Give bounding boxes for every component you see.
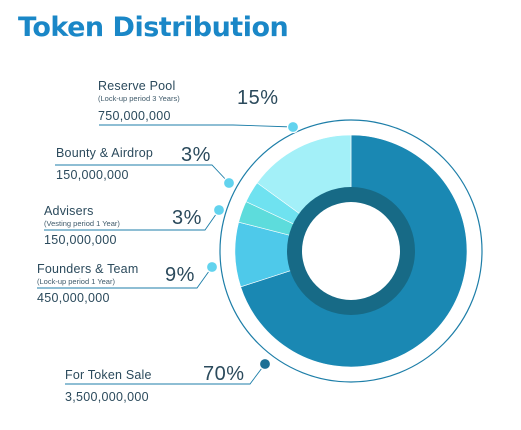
legend-label-token-sale: For Token Sale 3,500,000,000 — [65, 368, 152, 405]
slice-name: Bounty & Airdrop — [56, 146, 154, 160]
slice-percent-founders-team: 9% — [165, 264, 195, 286]
slice-percent-bounty-airdrop: 3% — [181, 144, 211, 166]
slice-amount: 3,500,000,000 — [65, 390, 149, 404]
slice-amount: 150,000,000 — [44, 233, 117, 247]
slice-amount: 150,000,000 — [56, 168, 129, 182]
slice-name: Advisers — [44, 204, 94, 218]
legend-label-bounty-airdrop: Bounty & Airdrop 150,000,000 — [56, 146, 153, 183]
leader-dot-for-token-sale — [258, 357, 272, 371]
leader-dot-advisers — [212, 203, 226, 217]
chart-title: Token Distribution — [18, 12, 289, 43]
leader-line-reserve-pool — [99, 124, 294, 128]
slice-percent-reserve-pool: 15% — [237, 87, 279, 109]
leader-dot-reserve-pool — [286, 120, 300, 134]
outer-ring — [219, 119, 483, 383]
donut-hole — [302, 202, 400, 300]
slice-note: (Vesting period 1 Year) — [44, 219, 120, 228]
slice-name: For Token Sale — [65, 368, 152, 382]
slice-percent-advisers: 3% — [172, 207, 202, 229]
slice-note: (Lock-up period 1 Year) — [37, 277, 115, 286]
slice-amount: 750,000,000 — [98, 109, 171, 123]
leader-line-bounty-airdrop — [55, 164, 230, 184]
legend-label-advisers: Advisers (Vesting period 1 Year) 150,000… — [44, 204, 120, 248]
leader-line-founders-team — [37, 266, 213, 289]
legend-label-reserve-pool: Reserve Pool (Lock-up period 3 Years) 75… — [98, 79, 180, 124]
slice-name: Founders & Team — [37, 262, 139, 276]
slice-note: (Lock-up period 3 Years) — [98, 94, 180, 103]
leader-line-for-token-sale — [65, 363, 266, 385]
leader-line-advisers — [44, 209, 220, 231]
legend-label-founders-team: Founders & Team (Lock-up period 1 Year) … — [37, 262, 138, 306]
slice-amount: 450,000,000 — [37, 291, 110, 305]
slice-name: Reserve Pool — [98, 79, 176, 93]
leader-dot-founders-team — [205, 260, 219, 274]
leader-dot-bounty-airdrop — [222, 176, 236, 190]
slice-percent-token-sale: 70% — [203, 363, 245, 385]
